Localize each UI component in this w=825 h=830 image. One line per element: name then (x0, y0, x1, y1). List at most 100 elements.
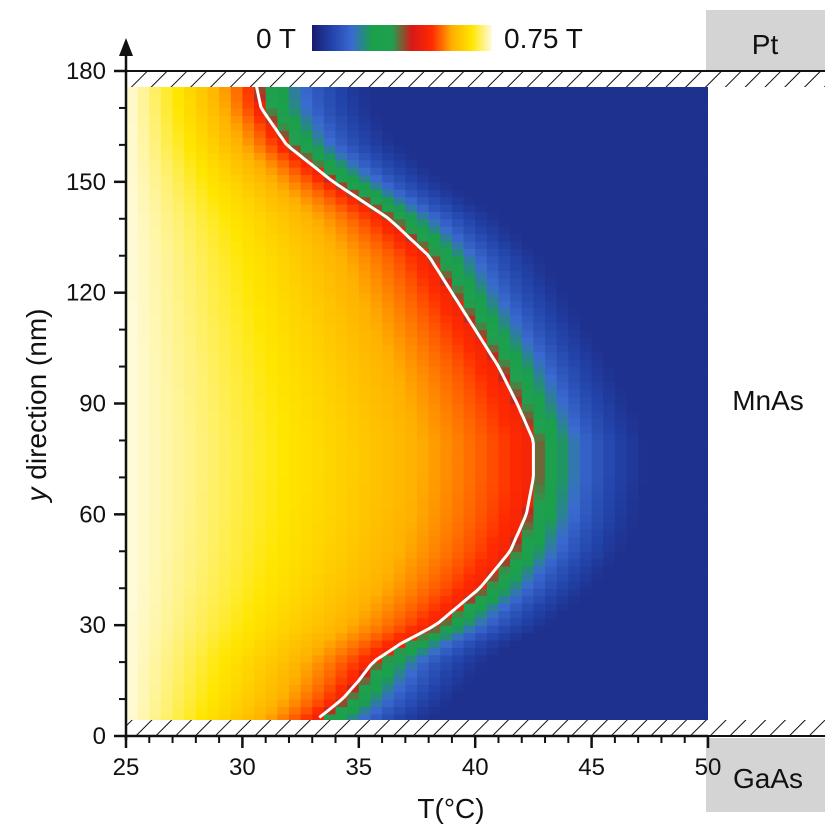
heatmap-cell (579, 440, 593, 449)
heatmap-cell (545, 240, 558, 249)
heatmap-cell (277, 676, 290, 685)
heatmap-cell (428, 189, 441, 198)
heatmap-cell (370, 87, 383, 94)
heatmap-cell (475, 470, 488, 478)
heatmap-cell (649, 211, 663, 220)
heatmap-cell (428, 691, 441, 700)
heatmap-cell (603, 255, 616, 264)
heatmap-cell (358, 713, 372, 720)
heatmap-cell (428, 455, 441, 464)
heatmap-cell (207, 506, 220, 515)
heatmap-cell (545, 373, 558, 382)
heatmap-cell (195, 566, 209, 575)
heatmap-cell (277, 543, 290, 552)
heatmap-cell (219, 300, 232, 309)
heatmap-cell (347, 573, 360, 582)
heatmap-cell (638, 433, 651, 442)
heatmap-cell (300, 573, 313, 582)
heatmap-cell (230, 130, 243, 139)
heatmap-cell (556, 580, 569, 589)
heatmap-cell (603, 196, 616, 205)
heatmap-cell (684, 167, 697, 176)
heatmap-cell (160, 470, 174, 478)
heatmap-cell (126, 211, 139, 220)
heatmap-cell (591, 684, 604, 693)
heatmap-cell (242, 337, 255, 345)
heatmap-cell (533, 455, 546, 464)
heatmap-cell (510, 603, 523, 611)
heatmap-cell (684, 137, 697, 146)
heatmap-cell (149, 152, 162, 161)
heatmap-cell (358, 706, 372, 715)
heatmap-cell (521, 462, 534, 471)
heatmap-cell (486, 595, 500, 604)
heatmap-cell (160, 396, 174, 405)
heatmap-cell (579, 381, 593, 390)
heatmap-cell (591, 433, 604, 442)
heatmap-cell (521, 292, 534, 301)
x-tick-label: 40 (462, 754, 489, 781)
heatmap-cell (207, 410, 220, 419)
heatmap-cell (684, 218, 697, 227)
heatmap-cell (172, 314, 185, 323)
heatmap-cell (556, 196, 569, 205)
heatmap-cell (126, 314, 139, 323)
heatmap-cell (556, 647, 569, 656)
heatmap-cell (184, 551, 197, 560)
y-tick-label: 150 (66, 169, 106, 196)
heatmap-cell (696, 344, 708, 353)
heatmap-cell (579, 181, 593, 190)
heatmap-cell (626, 174, 639, 183)
heatmap-cell (393, 277, 406, 286)
heatmap-cell (265, 588, 278, 597)
heatmap-cell (277, 514, 290, 523)
heatmap-cell (568, 410, 581, 419)
heatmap-cell (393, 410, 406, 419)
heatmap-cell (463, 610, 476, 619)
heatmap-cell (219, 396, 232, 405)
heatmap-cell (347, 506, 360, 515)
heatmap-cell (160, 455, 174, 464)
heatmap-cell (696, 144, 708, 153)
heatmap-cell (382, 573, 395, 582)
heatmap-cell (417, 300, 430, 309)
heatmap-cell (638, 521, 651, 530)
heatmap-cell (265, 529, 278, 538)
heatmap-cell (323, 152, 337, 161)
heatmap-cell (591, 551, 604, 560)
heatmap-cell (172, 499, 185, 508)
heatmap-cell (638, 558, 651, 567)
heatmap-cell (545, 277, 558, 286)
heatmap-cell (591, 396, 604, 405)
heatmap-cell (451, 366, 465, 375)
heatmap-cell (475, 676, 488, 685)
heatmap-cell (463, 307, 476, 316)
heatmap-cell (335, 499, 348, 508)
heatmap-cell (568, 595, 581, 604)
heatmap-cell (137, 292, 150, 301)
heatmap-cell (195, 337, 209, 345)
heatmap-cell (184, 189, 197, 198)
heatmap-cell (300, 396, 313, 405)
heatmap-cell (486, 647, 500, 656)
heatmap-cell (137, 662, 150, 671)
heatmap-cell (638, 662, 651, 671)
heatmap-cell (649, 115, 663, 124)
heatmap-cell (673, 632, 686, 641)
heatmap-cell (393, 588, 406, 597)
heatmap-cell (160, 240, 174, 249)
heatmap-cell (451, 566, 465, 575)
heatmap-cell (126, 566, 139, 575)
heatmap-cell (661, 351, 674, 360)
heatmap-cell (696, 300, 708, 309)
heatmap-cell (382, 344, 395, 353)
heatmap-cell (440, 654, 453, 663)
heatmap-cell (393, 174, 406, 183)
heatmap-cell (696, 314, 708, 323)
heatmap-cell (184, 588, 197, 597)
heatmap-cell (463, 204, 476, 212)
heatmap-cell (475, 595, 488, 604)
heatmap-cell (614, 285, 628, 294)
heatmap-cell (451, 669, 465, 678)
heatmap-cell (545, 174, 558, 183)
